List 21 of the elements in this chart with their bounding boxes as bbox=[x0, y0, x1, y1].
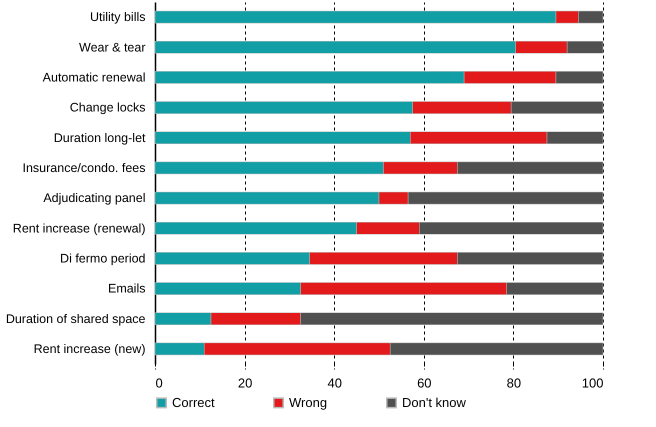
y-tick-label: Duration of shared space bbox=[6, 312, 146, 326]
x-tick-label: 100 bbox=[582, 376, 604, 390]
legend-label: Wrong bbox=[289, 394, 328, 410]
y-tick-label: Change locks bbox=[70, 100, 146, 115]
y-tick-label: Emails bbox=[108, 282, 146, 296]
x-tick-label: 80 bbox=[506, 376, 522, 390]
y-tick-label: Rent increase (new) bbox=[34, 342, 146, 356]
legend-label: Don't know bbox=[402, 394, 467, 410]
y-tick-label: Duration long-let bbox=[54, 130, 146, 145]
x-tick-label: 60 bbox=[417, 376, 432, 390]
x-tick-label: 40 bbox=[327, 376, 342, 390]
y-tick-label: Adjudicating panel bbox=[43, 191, 146, 206]
x-tick-label: 20 bbox=[238, 376, 252, 390]
y-tick-label: Utility bills bbox=[90, 10, 146, 24]
y-tick-label: Wear & tear bbox=[79, 40, 146, 54]
legend-label: Correct bbox=[172, 394, 216, 410]
x-tick-label: 0 bbox=[156, 376, 163, 390]
y-tick-label: Rent increase (renewal) bbox=[12, 221, 146, 236]
y-tick-label: Di fermo period bbox=[60, 251, 146, 266]
y-tick-label: Insurance/condo. fees bbox=[22, 160, 146, 175]
y-tick-label: Automatic renewal bbox=[42, 70, 146, 84]
